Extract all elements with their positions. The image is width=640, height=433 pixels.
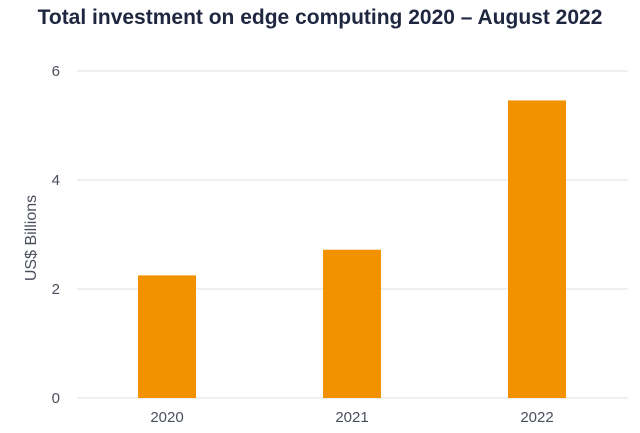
y-tick-label: 4 bbox=[52, 172, 60, 189]
x-tick-label: 2022 bbox=[520, 409, 553, 426]
x-tick-label: 2021 bbox=[335, 409, 368, 426]
y-tick-labels: 0 2 4 6 bbox=[52, 63, 60, 407]
x-tick-label: 2020 bbox=[150, 409, 183, 426]
y-axis-label: US$ Billions bbox=[23, 195, 40, 281]
bar-2021 bbox=[323, 249, 381, 398]
y-tick-label: 2 bbox=[52, 281, 60, 298]
y-tick-label: 0 bbox=[52, 390, 60, 407]
bars-group bbox=[138, 100, 566, 399]
chart-title: Total investment on edge computing 2020 … bbox=[37, 6, 603, 29]
x-tick-labels: 2020 2021 2022 bbox=[150, 409, 553, 426]
bar-2020 bbox=[138, 275, 196, 398]
bar-2022 bbox=[508, 100, 566, 399]
y-tick-label: 6 bbox=[52, 63, 60, 80]
